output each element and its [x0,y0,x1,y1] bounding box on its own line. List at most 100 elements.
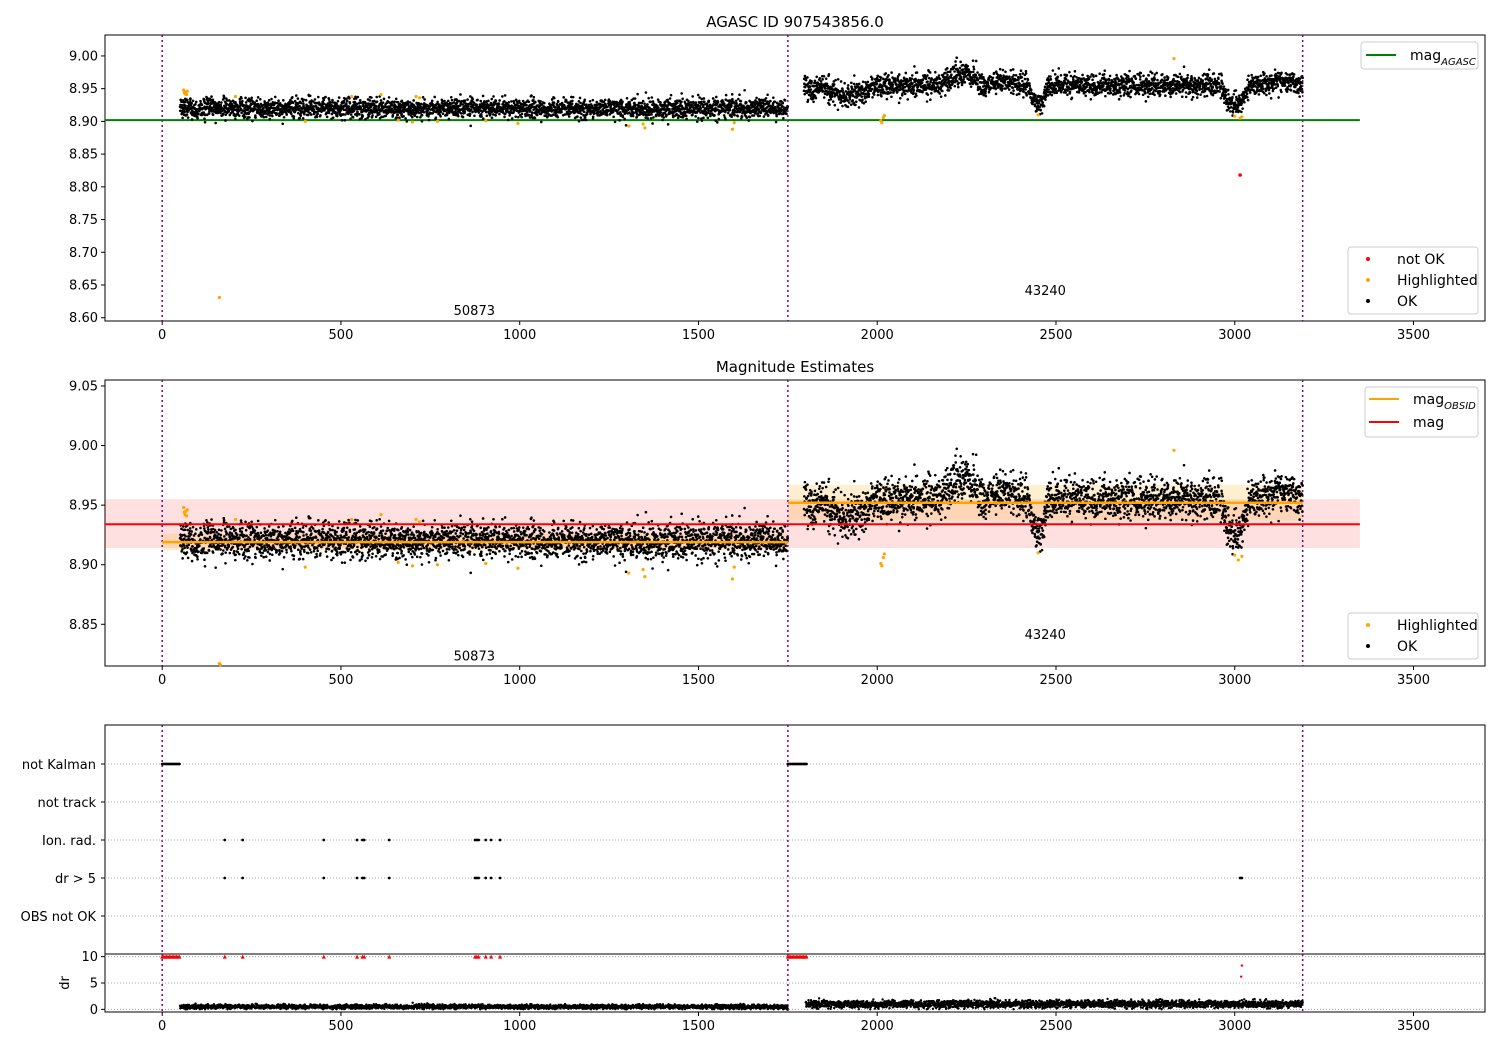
ok-point [498,99,501,102]
ok-point [998,67,1002,71]
ok-point [1007,88,1011,91]
ok-point [647,96,650,100]
ok-point [331,98,334,102]
ok-point [490,116,494,120]
ok-point [1092,75,1095,78]
ok-point [485,114,489,118]
ok-point [668,97,672,100]
ok-point [327,98,331,101]
ok-point [367,114,371,118]
ok-point [959,75,963,79]
ok-point [203,120,207,124]
ok-point [296,97,300,100]
ok-point [980,73,984,76]
ok-point [1134,77,1138,81]
ok-point [738,93,741,97]
ok-point [1142,74,1145,78]
ok-point [947,89,951,92]
ok-point [1065,73,1069,77]
ok-point [772,96,775,99]
ok-point [217,100,221,104]
ok-point [207,112,211,115]
ok-point [971,70,975,74]
ok-point [331,101,334,104]
ok-point [255,99,259,103]
ok-point [1012,92,1015,96]
ok-point [1003,81,1007,84]
ok-point [884,72,888,75]
ok-point [531,111,534,114]
ok-point [830,95,834,98]
ok-point [1019,69,1023,73]
ok-point [752,114,756,117]
ok-point [327,111,331,115]
ok-point [728,108,732,112]
ok-point [1137,92,1141,96]
ok-point [885,97,889,101]
ok-point [921,90,924,94]
ok-point [737,97,740,101]
ok-point [234,117,237,121]
ok-point [309,113,313,116]
ok-point [591,115,595,118]
ok-point [214,121,217,125]
ok-point [189,97,192,101]
ok-point [506,118,510,122]
ok-point [641,108,645,112]
ok-point [492,95,495,98]
ok-point [312,108,316,111]
ok-point [1088,90,1091,94]
ok-point [415,115,419,119]
ok-point [1109,87,1112,90]
ok-point [1041,101,1045,104]
ok-point [180,100,183,103]
ok-point [1070,96,1074,100]
ok-point [821,78,824,81]
ok-point [292,115,296,118]
ok-point [244,96,247,100]
ok-point [1034,93,1037,97]
ok-point [262,107,265,110]
ok-point [1150,71,1154,75]
ok-point [551,108,554,112]
ok-point [641,99,645,103]
ok-point [702,116,705,120]
ok-point [219,103,223,107]
ok-point [1164,94,1167,97]
ok-point [989,86,993,90]
ok-point [593,112,596,115]
ok-point [579,116,583,119]
ok-point [379,99,383,102]
ok-point [542,101,546,105]
ok-point [316,112,320,116]
ok-point [999,74,1003,78]
ok-point [1133,74,1137,78]
ok-point [603,98,607,102]
ok-point [243,106,247,109]
ok-point [460,99,464,103]
ok-point [281,122,285,126]
ok-point [1139,75,1142,79]
ok-point [812,100,815,104]
ok-point [275,112,279,115]
ok-point [1068,70,1071,74]
ok-point [420,102,423,106]
ok-point [503,115,506,119]
ok-point [649,117,653,120]
ok-point [879,78,882,82]
ok-point [773,100,776,104]
ok-point [680,92,683,95]
ok-point [684,114,688,118]
ok-point [898,96,902,100]
ok-point [806,98,810,102]
ok-point [1084,94,1088,98]
ok-point [904,71,908,75]
ok-point [198,108,202,111]
ok-point [242,103,246,107]
ok-point [431,111,435,115]
ok-point [264,112,268,115]
ok-point [447,117,451,121]
ok-point [1102,73,1106,76]
ok-point [1161,72,1164,76]
ok-point [781,101,785,105]
